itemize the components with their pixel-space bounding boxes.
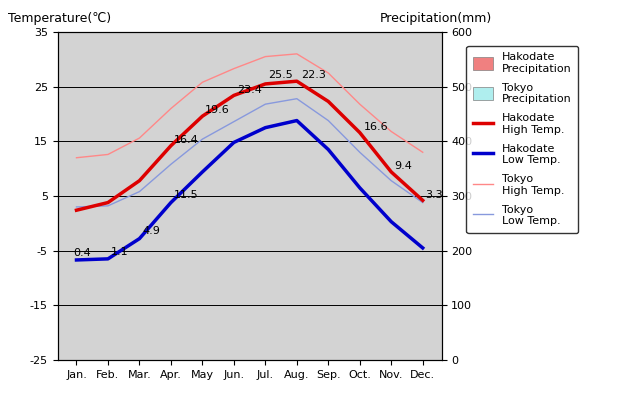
Bar (266, 360, 276, 400)
Bar (287, 360, 296, 400)
Text: 3.3: 3.3 (426, 190, 443, 200)
Bar (77, 360, 87, 400)
Text: Temperature(℃): Temperature(℃) (8, 12, 111, 26)
Text: Precipitation(mm): Precipitation(mm) (380, 12, 492, 26)
Bar (108, 360, 118, 400)
Bar (192, 360, 202, 400)
Text: 16.6: 16.6 (364, 122, 388, 132)
Bar (392, 360, 402, 400)
Text: 4.9: 4.9 (142, 226, 160, 236)
Bar (129, 360, 139, 400)
Bar (223, 360, 234, 400)
Text: 19.6: 19.6 (205, 106, 230, 116)
Bar (161, 360, 171, 400)
Bar (349, 360, 360, 400)
Bar (297, 360, 307, 400)
Bar (234, 360, 244, 400)
Text: 0.4: 0.4 (74, 248, 92, 258)
Bar (97, 360, 108, 400)
Text: 9.4: 9.4 (394, 161, 412, 171)
Bar (423, 360, 433, 400)
Bar (381, 360, 391, 400)
Bar (203, 360, 212, 400)
Bar (412, 360, 422, 400)
Text: 1.1: 1.1 (111, 247, 129, 257)
Bar (255, 360, 265, 400)
Bar (328, 360, 339, 382)
Bar (318, 360, 328, 400)
Text: 16.4: 16.4 (173, 135, 198, 145)
Bar (140, 360, 150, 400)
Text: 22.3: 22.3 (301, 70, 326, 80)
Text: 23.4: 23.4 (237, 85, 262, 95)
Bar (66, 360, 76, 400)
Bar (172, 360, 181, 400)
Legend: Hakodate
Precipitation, Tokyo
Precipitation, Hakodate
High Temp., Hakodate
Low T: Hakodate Precipitation, Tokyo Precipitat… (467, 46, 579, 233)
Text: 25.5: 25.5 (268, 70, 293, 80)
Text: 11.5: 11.5 (173, 190, 198, 200)
Bar (360, 360, 370, 400)
